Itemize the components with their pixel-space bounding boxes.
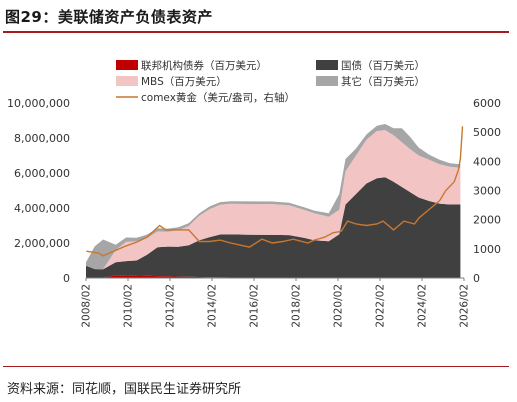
- legend-item: MBS（百万美元）: [116, 75, 227, 88]
- area-series-1: [86, 177, 461, 278]
- legend-label: 联邦机构债券（百万美元）: [141, 59, 267, 72]
- right-tick-label: 0: [473, 272, 480, 285]
- x-tick-label: 2016/02: [249, 284, 261, 328]
- x-tick-label: 2008/02: [81, 284, 93, 328]
- right-tick-label: 6000: [473, 97, 501, 110]
- left-tick-label: 2,000,000: [14, 237, 70, 250]
- legend-label: 其它（百万美元）: [341, 75, 425, 88]
- axes: 0 2,000,000 4,000,000 6,000,000 8,000,000 10,…: [7, 97, 501, 328]
- legend-item: 联邦机构债券（百万美元）: [116, 59, 267, 72]
- legend: 联邦机构债券（百万美元） 国债（百万美元） MBS（百万美元） 其它（百万美元） com…: [116, 59, 425, 104]
- right-tick-label: 2000: [473, 214, 501, 227]
- legend-label: comex黄金（美元/盎司，右轴）: [141, 91, 295, 104]
- x-tick-label: 2022/02: [375, 284, 387, 328]
- x-tick-label: 2018/02: [291, 284, 303, 328]
- chart-canvas: 联邦机构债券（百万美元） 国债（百万美元） MBS（百万美元） 其它（百万美元） com…: [7, 59, 501, 328]
- x-tick-label: 2010/02: [123, 284, 135, 328]
- x-tick-label: 2024/02: [417, 284, 429, 328]
- left-tick-label: 10,000,000: [7, 97, 70, 110]
- left-tick-label: 8,000,000: [14, 132, 70, 145]
- right-tick-label: 3000: [473, 185, 501, 198]
- gold-price-series: [86, 126, 464, 257]
- legend-swatch: [116, 60, 138, 70]
- left-tick-label: 0: [63, 272, 70, 285]
- legend-item: 国债（百万美元）: [316, 59, 425, 72]
- legend-label: MBS（百万美元）: [141, 75, 227, 88]
- left-tick-label: 4,000,000: [14, 202, 70, 215]
- legend-label: 国债（百万美元）: [341, 59, 425, 72]
- area-series-0: [86, 275, 461, 278]
- x-tick-label: 2020/02: [333, 284, 345, 328]
- left-tick-label: 6,000,000: [14, 167, 70, 180]
- gold-line: [86, 126, 464, 257]
- legend-swatch: [116, 76, 138, 86]
- legend-item: 其它（百万美元）: [316, 75, 425, 88]
- x-tick-label: 2014/02: [207, 284, 219, 328]
- title-divider: [3, 31, 509, 33]
- legend-item: comex黄金（美元/盎司，右轴）: [116, 91, 295, 104]
- right-tick-label: 4000: [473, 155, 501, 168]
- footer-divider: [3, 366, 509, 367]
- legend-swatch: [316, 76, 338, 86]
- chart-title: 图29：美联储资产负债表资产: [5, 8, 213, 26]
- area-series-2: [86, 130, 461, 270]
- legend-swatch: [316, 60, 338, 70]
- stacked-areas: [86, 124, 461, 278]
- x-tick-label: 2012/02: [165, 284, 177, 328]
- x-tick-label: 2026/02: [459, 284, 471, 328]
- right-tick-label: 5000: [473, 126, 501, 139]
- right-tick-label: 1000: [473, 243, 501, 256]
- source-note: 资料来源：同花顺，国联民生证券研究所: [7, 382, 242, 397]
